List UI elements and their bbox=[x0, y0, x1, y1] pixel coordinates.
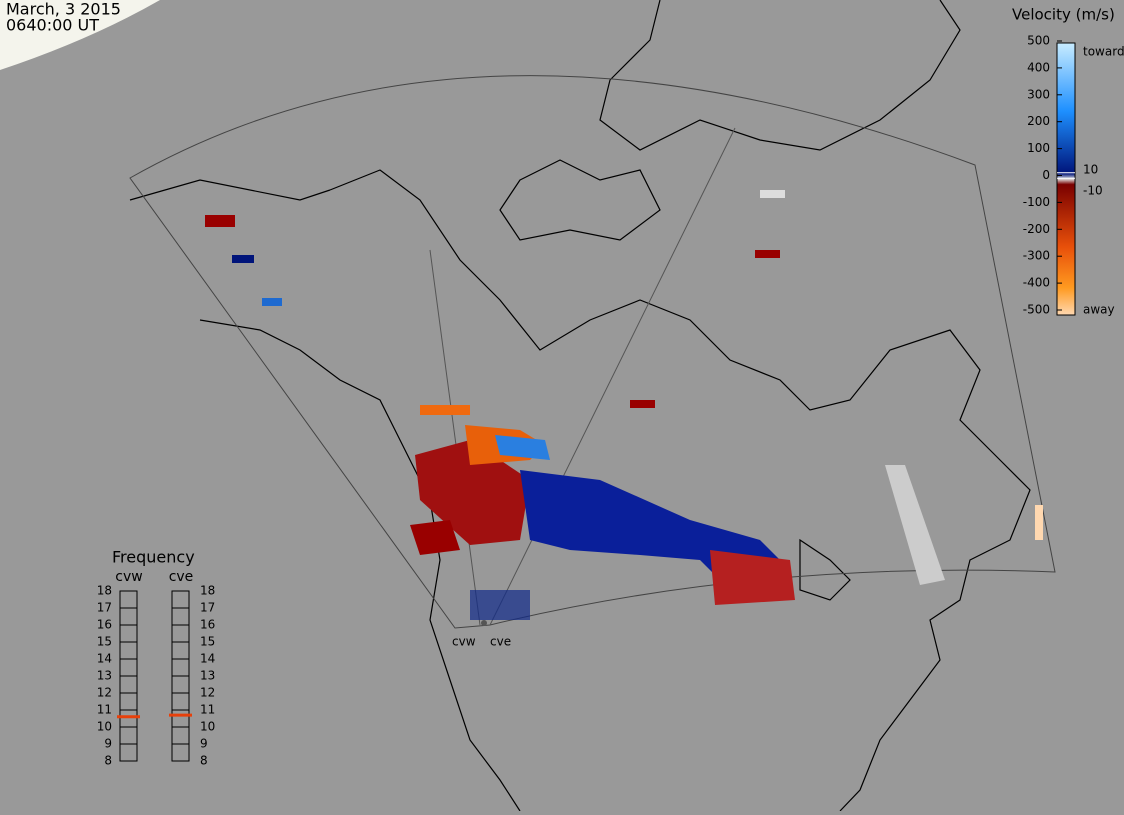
velocity-tick-label: -400 bbox=[1023, 276, 1050, 290]
time: 0640:00 UT bbox=[6, 16, 99, 35]
daylight bbox=[0, 0, 160, 70]
velocity-cells bbox=[205, 190, 1043, 620]
frequency-tick-label: 13 bbox=[97, 669, 112, 683]
radar-name: cve bbox=[169, 569, 194, 585]
velocity-tick-label: -100 bbox=[1023, 195, 1050, 209]
frequency-tick-label: 17 bbox=[200, 601, 215, 615]
radar-site bbox=[481, 620, 487, 626]
date: March, 3 2015 bbox=[6, 0, 121, 19]
frequency-title: Frequency bbox=[112, 548, 195, 567]
velocity-tick-label: -300 bbox=[1023, 249, 1050, 263]
away-label: away bbox=[1083, 303, 1115, 317]
velocity-tick-label: 200 bbox=[1027, 114, 1050, 128]
radar-label: cvw bbox=[452, 635, 476, 649]
toward-label: toward bbox=[1083, 45, 1124, 59]
frequency-tick-label: 17 bbox=[97, 601, 112, 615]
velocity-tick-label: 500 bbox=[1027, 34, 1050, 48]
frequency-tick-label: 8 bbox=[104, 754, 112, 768]
frequency-tick-label: 12 bbox=[97, 686, 112, 700]
beam-boundary bbox=[429, 127, 736, 626]
scales: 500 400 300 200 100 0 -100 -200 -300 -400 -500 10 -1… bbox=[97, 34, 1103, 768]
radar-name: cvw bbox=[115, 569, 142, 585]
frequency-tick-label: 14 bbox=[97, 652, 112, 666]
frequency-tick-label: 11 bbox=[97, 703, 112, 717]
frequency-tick-label: 18 bbox=[97, 584, 112, 598]
frequency-tick-label: 9 bbox=[104, 737, 112, 751]
velocity-inner-tick-label: 10 bbox=[1083, 162, 1098, 176]
frequency-tick-label: 15 bbox=[97, 635, 112, 649]
frequency-tick-label: 15 bbox=[200, 635, 215, 649]
velocity-title: Velocity (m/s) bbox=[1012, 6, 1115, 24]
radar-label: cve bbox=[490, 635, 511, 649]
frequency-tick-label: 11 bbox=[200, 703, 215, 717]
velocity-tick-label: 0 bbox=[1042, 168, 1050, 182]
frequency-tick-label: 9 bbox=[200, 737, 208, 751]
frequency-tick-label: 13 bbox=[200, 669, 215, 683]
velocity-tick-label: -200 bbox=[1023, 222, 1050, 236]
frequency-tick-label: 16 bbox=[200, 618, 215, 632]
frequency-tick-label: 12 bbox=[200, 686, 215, 700]
frequency-tick-label: 16 bbox=[97, 618, 112, 632]
velocity-tick-label: -500 bbox=[1023, 303, 1050, 317]
frequency-tick-label: 10 bbox=[97, 720, 112, 734]
color-bar bbox=[1056, 42, 1076, 316]
frequency-tick-label: 14 bbox=[200, 652, 215, 666]
frequency-tick-label: 8 bbox=[200, 754, 208, 768]
frequency-tick-label: 10 bbox=[200, 720, 215, 734]
velocity-tick-label: 100 bbox=[1027, 141, 1050, 155]
frequency-tick-label: 18 bbox=[200, 584, 215, 598]
field-of-view bbox=[129, 75, 1056, 629]
velocity-inner-tick-label: -10 bbox=[1083, 184, 1103, 198]
velocity-tick-label: 400 bbox=[1027, 60, 1050, 74]
velocity-tick-label: 300 bbox=[1027, 87, 1050, 101]
